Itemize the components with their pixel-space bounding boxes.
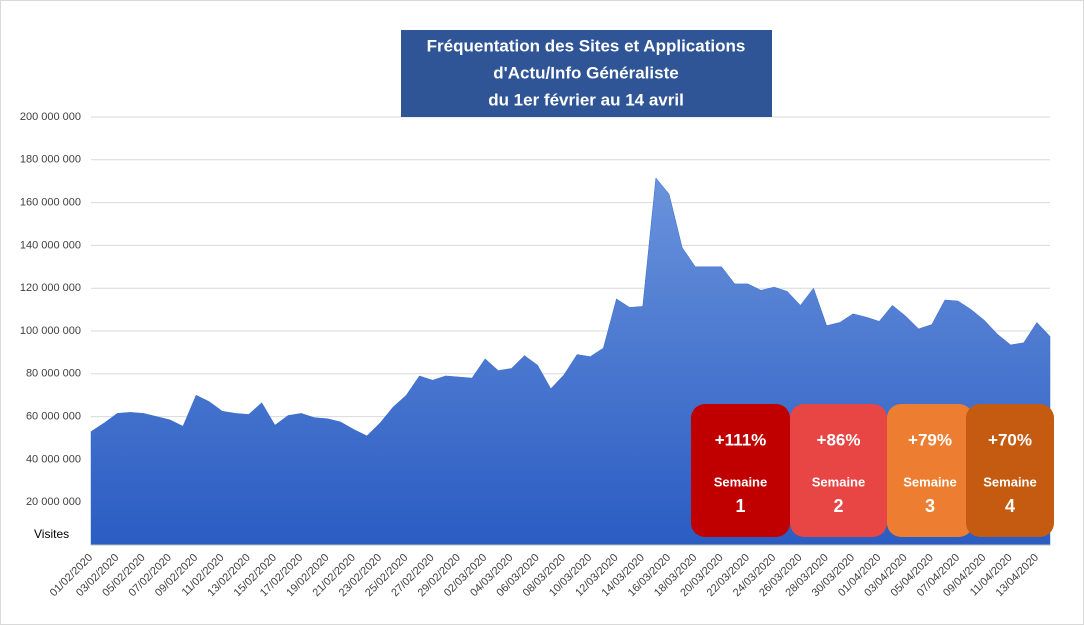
annotation-box [691, 404, 790, 537]
annotation-value: +79% [908, 430, 952, 449]
y-tick-label: 180 000 000 [20, 154, 81, 166]
annotation-label: Semaine [714, 474, 767, 489]
annotation-label: Semaine [812, 474, 865, 489]
annotation-label: Semaine [903, 474, 956, 489]
annotation-number: 3 [925, 496, 935, 516]
annotation-box [966, 404, 1054, 537]
y-tick-label: 60 000 000 [26, 411, 81, 423]
y-tick-label: 40 000 000 [26, 453, 81, 465]
annotation-box [790, 404, 887, 537]
y-axis-label: Visites [34, 527, 69, 541]
y-tick-label: 120 000 000 [20, 282, 81, 294]
annotation-value: +111% [715, 430, 767, 449]
annotation-value: +70% [988, 430, 1032, 449]
chart-title: du 1er février au 14 avril [488, 90, 684, 109]
y-tick-label: 80 000 000 [26, 368, 81, 380]
annotation-label: Semaine [983, 474, 1036, 489]
annotation-value: +86% [817, 430, 861, 449]
y-tick-label: 100 000 000 [20, 325, 81, 337]
chart-title: d'Actu/Info Généraliste [493, 63, 678, 82]
annotation-number: 2 [833, 496, 843, 516]
y-tick-label: 20 000 000 [26, 496, 81, 508]
annotation-box [887, 404, 973, 537]
title-box [401, 30, 772, 117]
annotation-number: 4 [1005, 496, 1015, 516]
y-tick-label: 160 000 000 [20, 197, 81, 209]
annotation-number: 1 [735, 496, 745, 516]
y-tick-label: 200 000 000 [20, 111, 81, 123]
chart-title: Fréquentation des Sites et Applications [427, 36, 746, 55]
y-tick-label: 140 000 000 [20, 239, 81, 251]
